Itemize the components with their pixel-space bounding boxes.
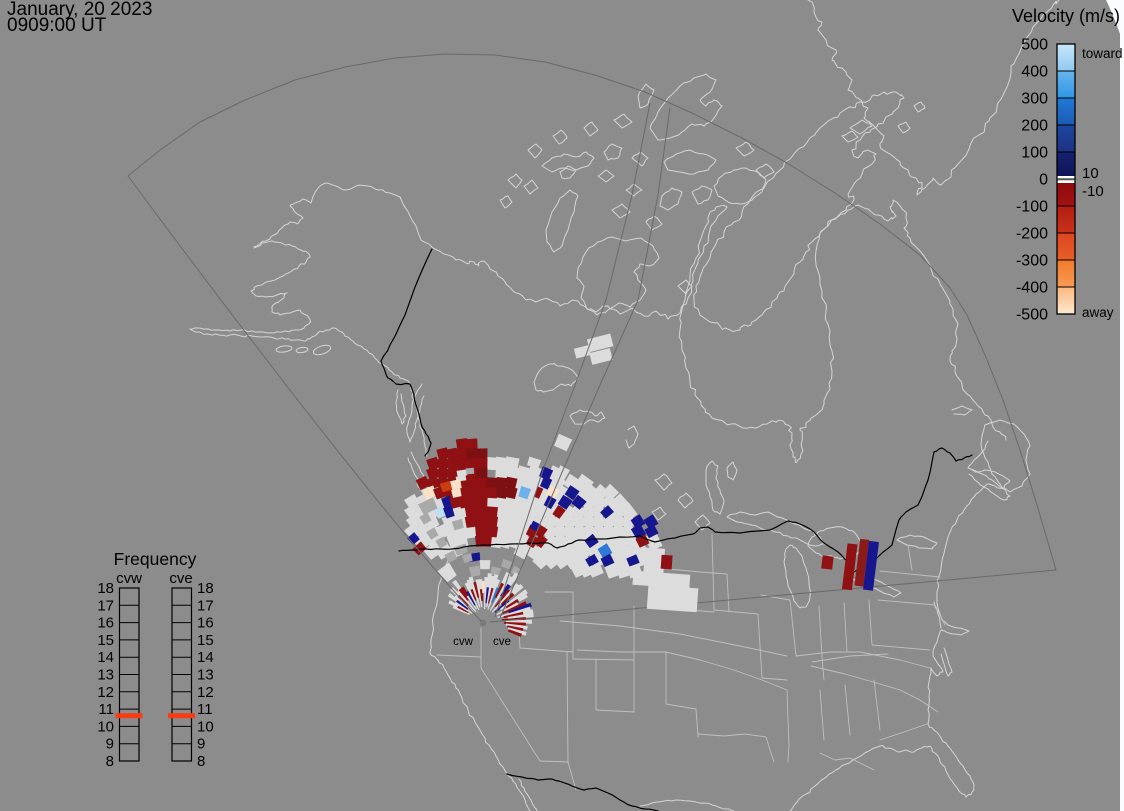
svg-text:cvw: cvw (453, 636, 474, 648)
svg-text:8: 8 (197, 753, 205, 770)
svg-text:15: 15 (197, 632, 214, 649)
svg-text:cvw: cvw (116, 570, 142, 587)
svg-text:-300: -300 (1016, 253, 1048, 270)
svg-text:10: 10 (197, 718, 214, 735)
svg-text:16: 16 (197, 615, 214, 632)
svg-text:300: 300 (1021, 91, 1048, 108)
svg-text:Frequency: Frequency (114, 549, 197, 569)
svg-text:Velocity (m/s): Velocity (m/s) (1012, 6, 1120, 26)
svg-text:9: 9 (197, 736, 205, 753)
svg-text:0: 0 (1039, 172, 1048, 189)
svg-text:10: 10 (97, 718, 114, 735)
svg-text:cve: cve (169, 570, 192, 587)
svg-text:200: 200 (1021, 118, 1048, 135)
svg-text:13: 13 (97, 667, 114, 684)
svg-text:-10: -10 (1082, 183, 1104, 200)
svg-text:14: 14 (197, 649, 214, 666)
svg-text:400: 400 (1021, 64, 1048, 81)
svg-text:toward: toward (1082, 46, 1123, 61)
svg-text:-100: -100 (1016, 199, 1048, 216)
svg-text:8: 8 (106, 753, 114, 770)
svg-text:-400: -400 (1016, 280, 1048, 297)
svg-text:0909:00 UT: 0909:00 UT (7, 15, 107, 36)
svg-text:January, 20 2023: January, 20 2023 (7, 0, 152, 20)
svg-text:15: 15 (97, 632, 114, 649)
svg-text:17: 17 (97, 597, 114, 614)
svg-text:18: 18 (97, 580, 114, 597)
svg-text:18: 18 (197, 580, 214, 597)
svg-text:100: 100 (1021, 145, 1048, 162)
svg-text:16: 16 (97, 615, 114, 632)
svg-text:500: 500 (1021, 37, 1048, 54)
svg-text:17: 17 (197, 597, 214, 614)
svg-text:-200: -200 (1016, 226, 1048, 243)
svg-text:11: 11 (98, 701, 114, 718)
svg-text:13: 13 (197, 667, 214, 684)
svg-text:away: away (1082, 305, 1114, 320)
svg-text:9: 9 (106, 736, 114, 753)
svg-text:12: 12 (97, 684, 114, 701)
svg-text:cve: cve (493, 636, 511, 648)
svg-text:-500: -500 (1016, 307, 1048, 324)
svg-text:11: 11 (197, 701, 213, 718)
svg-text:12: 12 (197, 684, 214, 701)
svg-text:14: 14 (97, 649, 114, 666)
svg-text:10: 10 (1082, 165, 1099, 182)
